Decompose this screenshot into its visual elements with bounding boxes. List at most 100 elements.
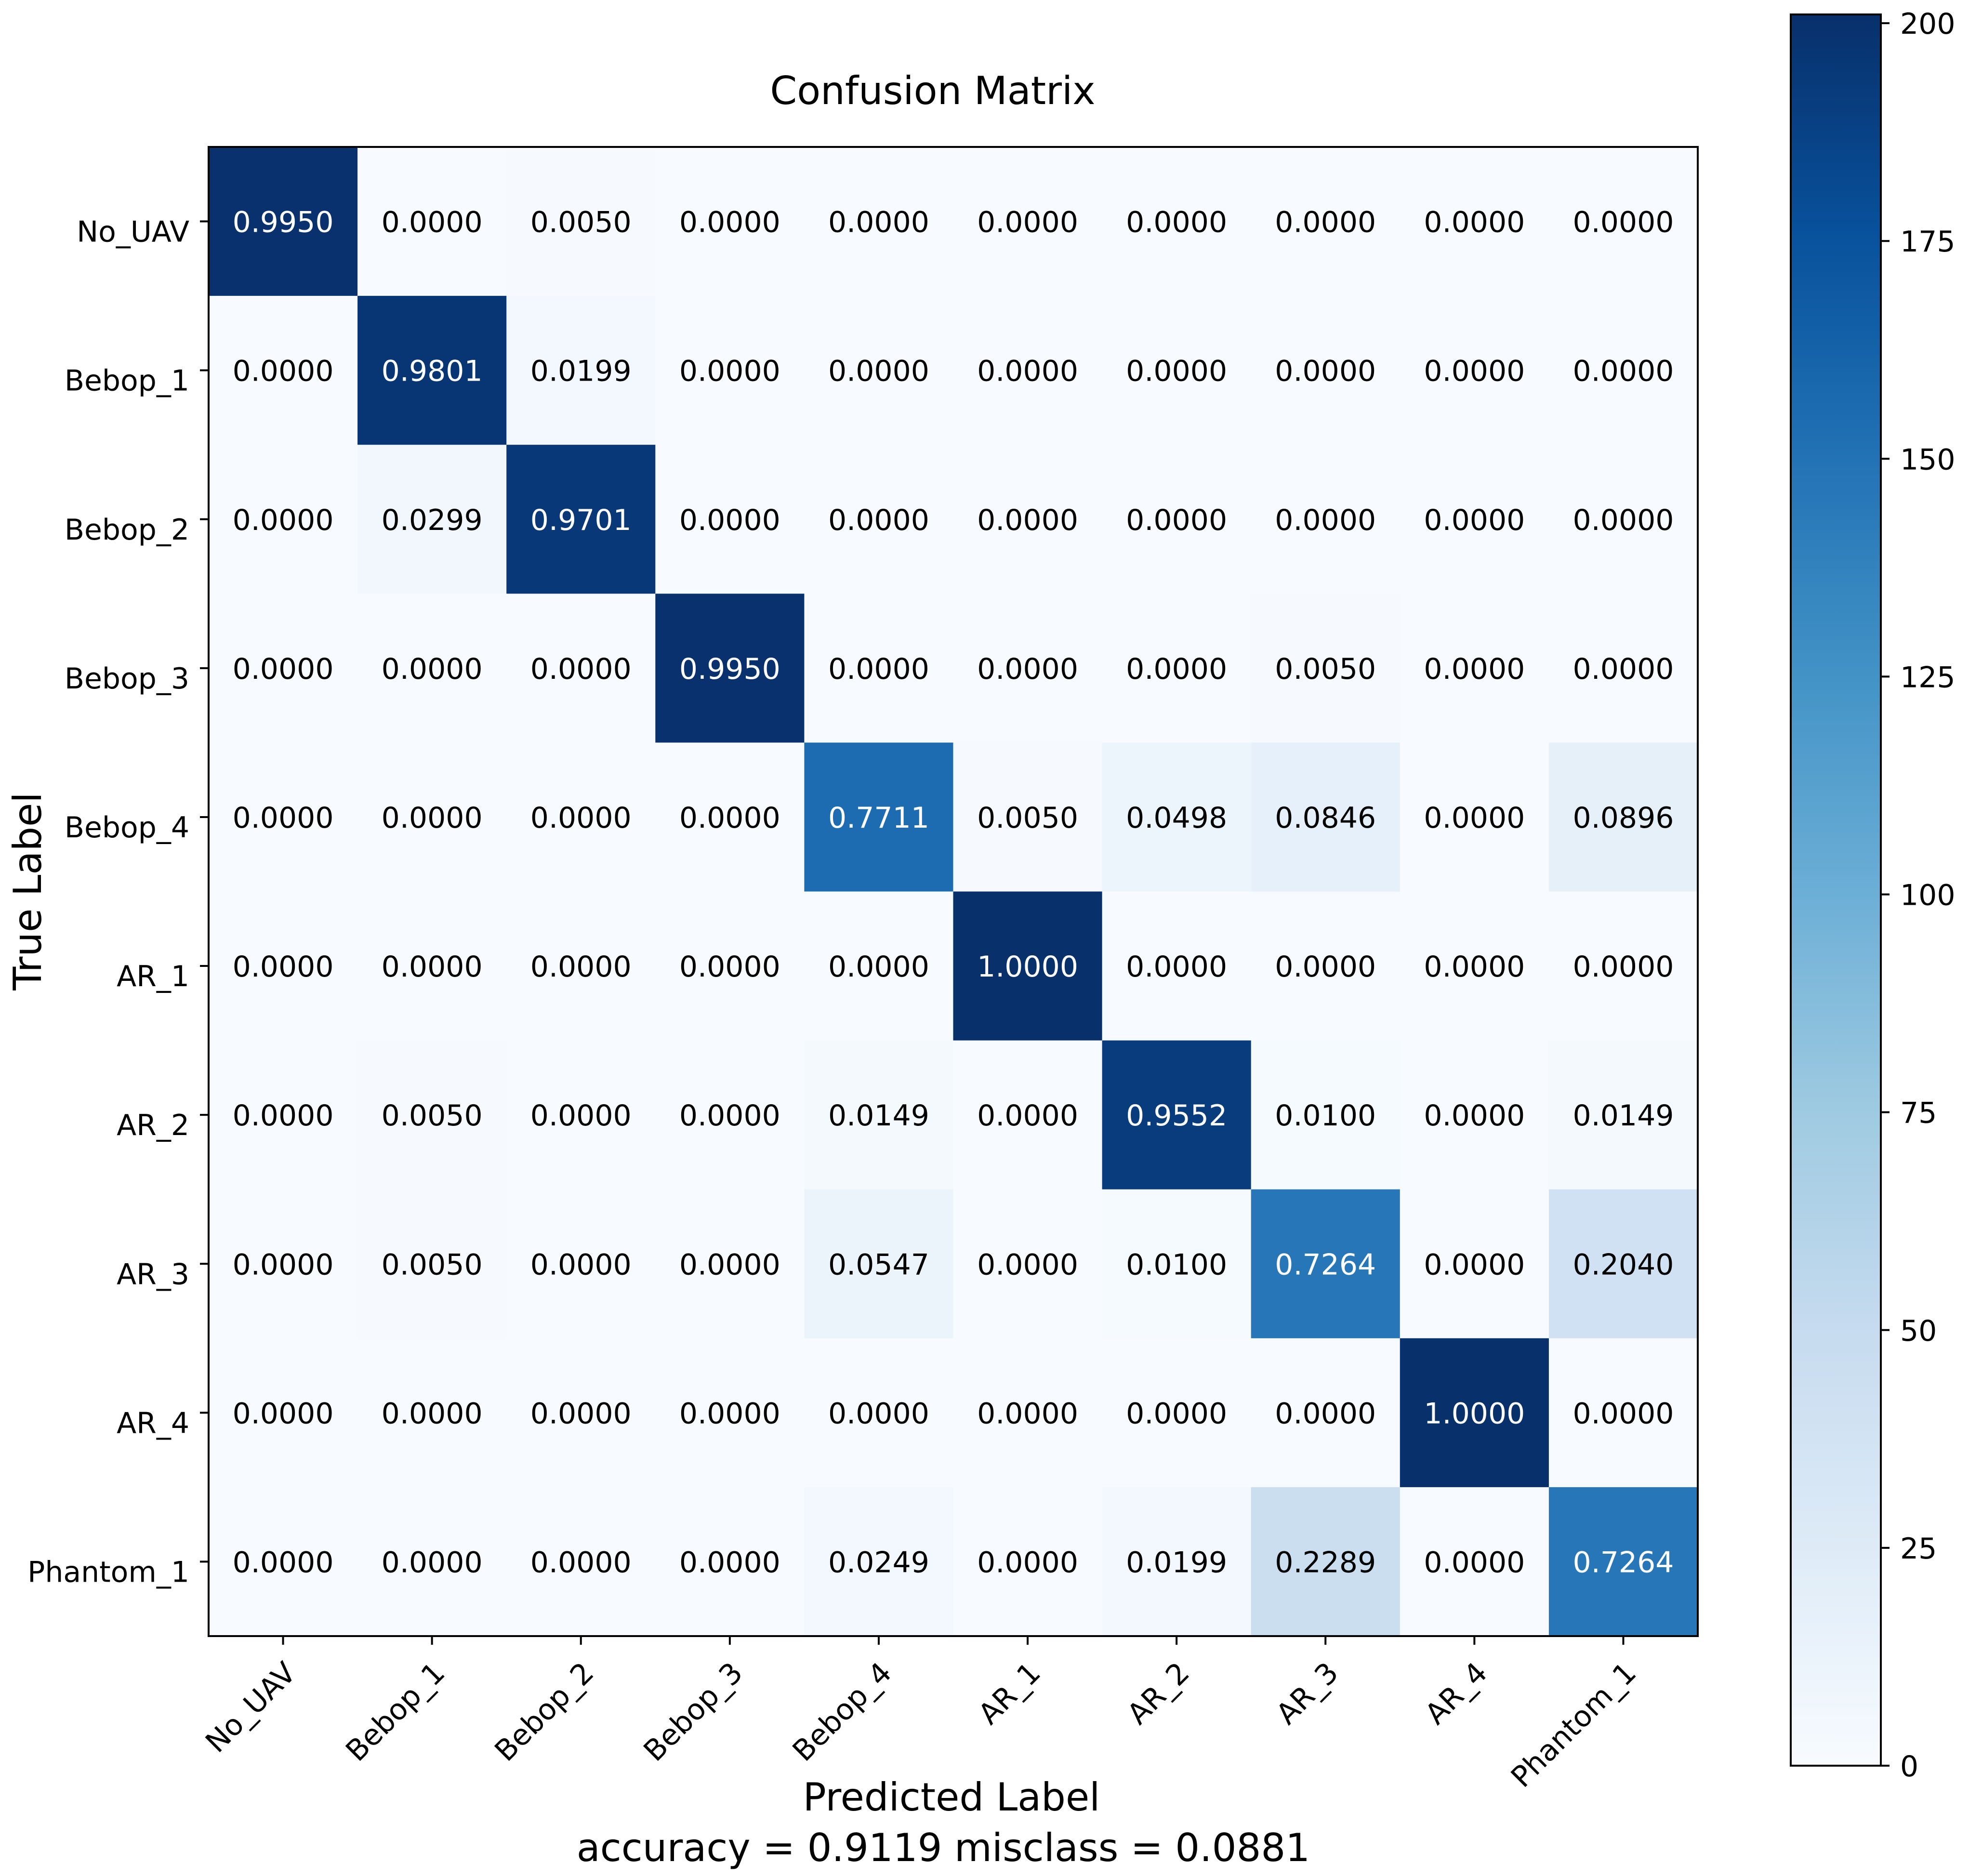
cell-value: 0.0000 [1573,652,1674,686]
heatmap-cell [1548,1487,1698,1637]
cell-value: 0.0000 [977,1397,1078,1430]
cell-value: 0.0000 [233,1248,334,1281]
heatmap-cell [953,1338,1103,1488]
heatmap-cell [1400,1487,1549,1637]
heatmap-cell [506,445,656,594]
colorbar-tick-label: 75 [1900,1097,1937,1130]
x-tick-label: AR_4 [1419,1656,1494,1731]
heatmap-cell [804,296,954,445]
chart-title: Confusion Matrix [770,68,1095,113]
cell-value: 0.0000 [382,1397,483,1430]
heatmap-cell [1548,1338,1698,1488]
colorbar-tick-label: 50 [1900,1314,1937,1348]
cell-value: 0.0050 [1275,652,1376,686]
cell-value: 0.0000 [1424,1099,1525,1133]
x-tick-label: AR_2 [1121,1656,1196,1731]
heatmap-cell [357,1189,507,1339]
cell-value: 0.0299 [382,503,483,537]
heatmap-cell [1548,1040,1698,1190]
heatmap-cell [804,1338,954,1488]
heatmap-cell [506,1189,656,1339]
cell-value: 0.0846 [1275,801,1376,835]
cell-value: 0.0000 [530,1099,632,1133]
heatmap-cell [209,1040,358,1190]
heatmap-cell [1400,147,1549,296]
heatmap-cell [209,742,358,892]
cell-value: 0.0000 [679,206,780,239]
cell-value: 0.0249 [828,1546,929,1579]
cell-value: 0.0000 [977,206,1078,239]
x-tick-label: Bebop_1 [340,1656,452,1768]
x-tick-label: Bebop_4 [786,1656,899,1768]
heatmap-cell [1251,147,1401,296]
heatmap-cell [953,891,1103,1041]
cell-value: 0.0000 [1275,950,1376,984]
y-tick-label: Phantom_1 [27,1555,189,1589]
cell-value: 0.0547 [828,1248,929,1281]
heatmap-cell [209,445,358,594]
cell-value: 1.0000 [977,950,1078,984]
heatmap-cell [1102,296,1252,445]
heatmap-cell [357,1338,507,1488]
cell-value: 0.0000 [679,355,780,388]
cell-value-labels: 0.9950 0.0000 0.0050 0.0000 0.0000 0.0000 0.00… [233,206,1674,1580]
heatmap-cell [209,1487,358,1637]
cell-value: 0.0000 [1126,503,1227,537]
cell-value: 0.0199 [1126,1546,1227,1579]
y-tick-label: Bebop_1 [65,364,189,398]
heatmap-cell [357,445,507,594]
heatmap-cell [1548,147,1698,296]
cell-value: 0.0000 [977,503,1078,537]
cell-value: 0.0149 [1573,1099,1674,1133]
cell-value: 0.9801 [382,355,483,388]
heatmap-cell [953,445,1103,594]
colorbar-tick-label: 0 [1900,1750,1918,1784]
heatmap-cell [506,1040,656,1190]
accuracy-summary: accuracy = 0.9119 misclass = 0.0881 [577,1825,1310,1870]
heatmap-cell [209,1338,358,1488]
cell-value: 0.0000 [1126,355,1227,388]
cell-value: 0.0000 [1424,1248,1525,1281]
heatmap-cells [209,147,1698,1637]
cell-value: 0.0000 [233,1546,334,1579]
cell-value: 0.0000 [1275,355,1376,388]
cell-value: 0.0000 [233,950,334,984]
cell-value: 0.0000 [530,950,632,984]
cell-value: 0.0000 [233,801,334,835]
heatmap-cell [953,1040,1103,1190]
heatmap-cell [506,891,656,1041]
heatmap-cell [804,1189,954,1339]
cell-value: 0.0000 [679,1397,780,1430]
heatmap-cell [1102,594,1252,743]
heatmap-cell [1102,147,1252,296]
cell-value: 0.0000 [1424,355,1525,388]
heatmap-cell [1251,1487,1401,1637]
x-tick-label: Phantom_1 [1505,1656,1643,1794]
heatmap-cell [357,296,507,445]
heatmap-cell [655,445,805,594]
heatmap-cell [209,296,358,445]
cell-value: 0.0000 [828,1397,929,1430]
heatmap-cell [1548,445,1698,594]
heatmap-cell [655,147,805,296]
cell-value: 0.0000 [1573,206,1674,239]
cell-value: 0.0000 [382,801,483,835]
x-axis-ticks: No_UAV Bebop_1 Bebop_2 Bebop_3 Bebop_4 AR_1 AR… [199,1636,1643,1794]
cell-value: 0.0149 [828,1099,929,1133]
colorbar-tick-label: 150 [1900,443,1956,476]
heatmap-cell [1102,1487,1252,1637]
heatmap-cell [655,1487,805,1637]
heatmap-cell [506,742,656,892]
cell-value: 0.0000 [382,950,483,984]
heatmap-cell [1251,891,1401,1041]
heatmap-cell [209,594,358,743]
y-tick-label: AR_1 [117,960,189,993]
cell-value: 0.0000 [382,206,483,239]
cell-value: 0.0000 [828,503,929,537]
cell-value: 0.0000 [1126,950,1227,984]
heatmap-cell [1548,742,1698,892]
heatmap-cell [1102,445,1252,594]
heatmap-cell [1400,1189,1549,1339]
cell-value: 0.0050 [382,1248,483,1281]
